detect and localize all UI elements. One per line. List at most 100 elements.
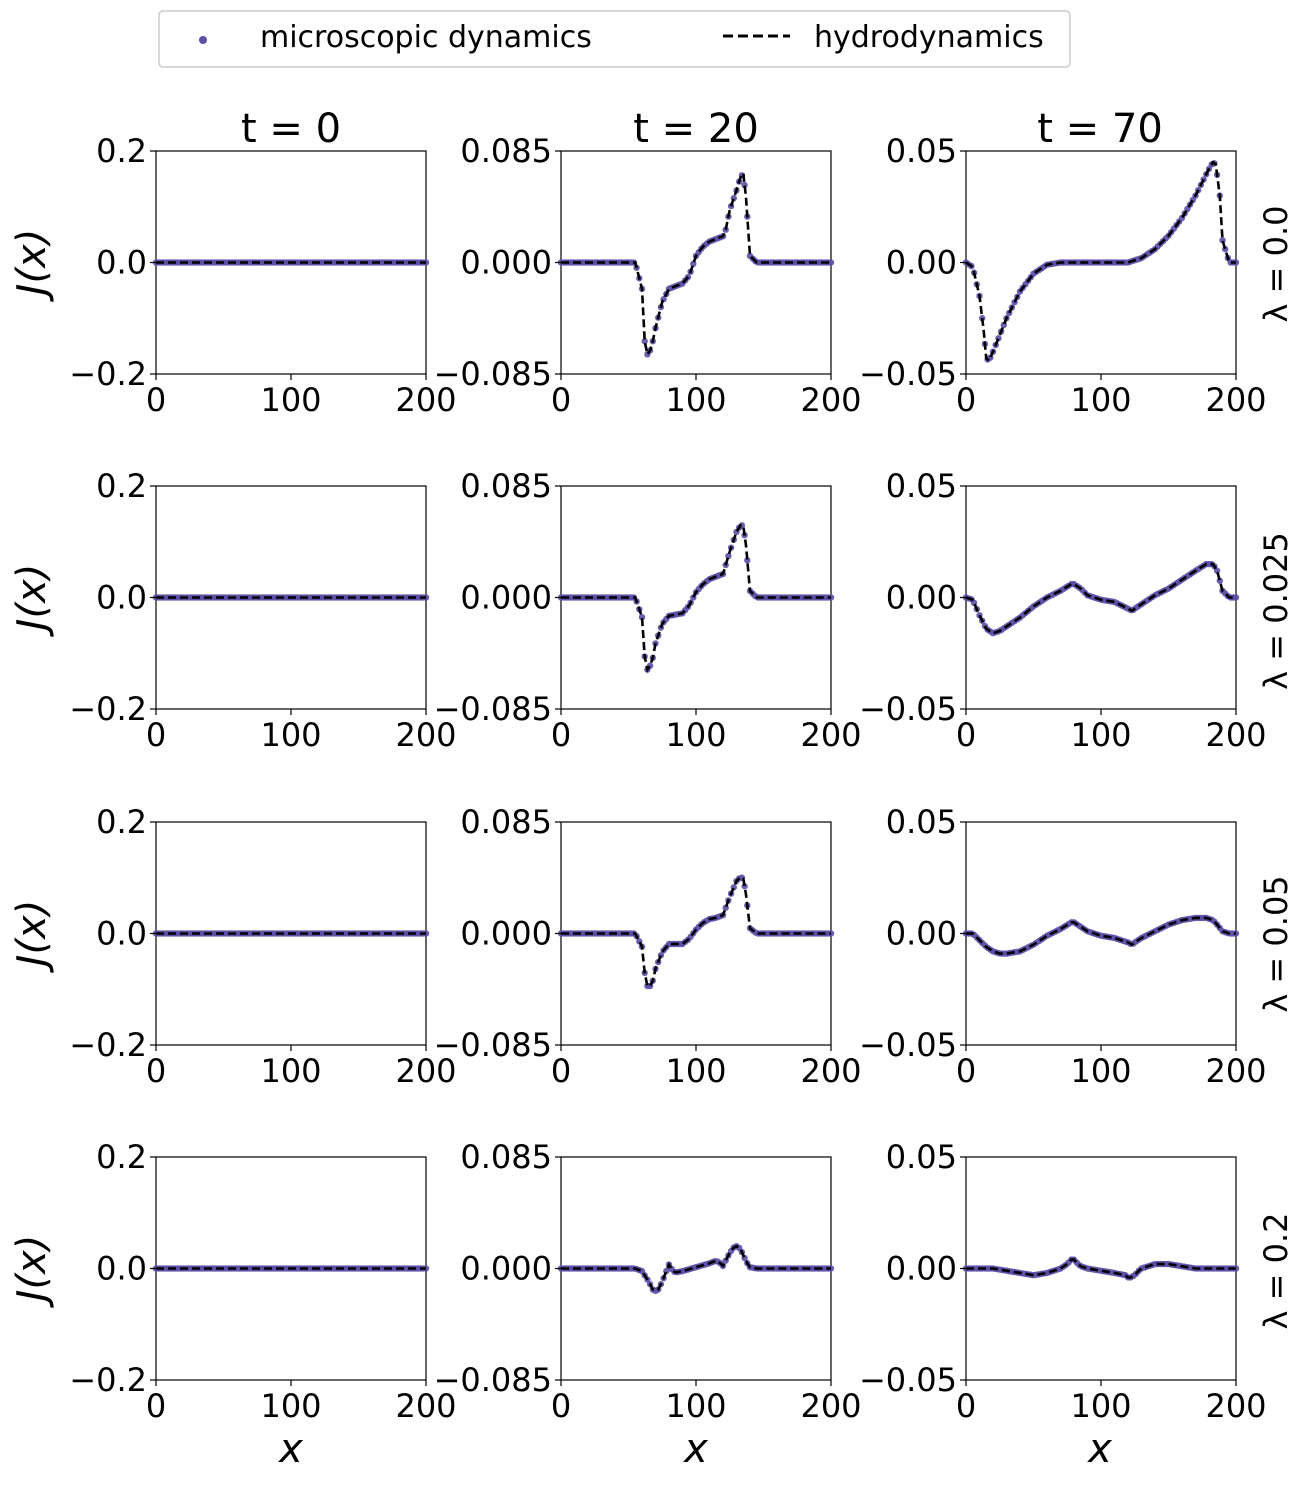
- y-tick-label: 0.000: [460, 1250, 552, 1288]
- y-tick-label: 0.0: [96, 1250, 147, 1288]
- x-tick-label: 0: [146, 381, 166, 419]
- y-tick-label: 0.085: [460, 1138, 552, 1176]
- y-tick-label: −0.2: [69, 355, 147, 393]
- x-tick-label: 0: [956, 1052, 976, 1090]
- panel-r4-c3: 0.05 0.00 −0.050 100 200: [859, 1138, 1267, 1425]
- y-tick-label: 0.05: [886, 803, 957, 841]
- row-label-lambda-4: λ = 0.2: [1257, 1213, 1295, 1330]
- y-tick-label: −0.05: [859, 355, 957, 393]
- x-tick-label: 100: [260, 381, 321, 419]
- x-tick-label: 0: [551, 1052, 571, 1090]
- y-tick-label: −0.2: [69, 1026, 147, 1064]
- y-tick-label: 0.05: [886, 1138, 957, 1176]
- panel-r3-c1: 0.2 0.0 −0.20 100 200: [69, 803, 456, 1090]
- data-point: [741, 883, 748, 890]
- x-tick-label: 200: [800, 1052, 861, 1090]
- y-axis-label-row-2: J(x): [9, 564, 55, 638]
- y-axis-label-row-3: J(x): [9, 900, 55, 974]
- x-tick-label: 100: [665, 1052, 726, 1090]
- legend-marker-microscopic: [199, 36, 207, 44]
- x-tick-label: 0: [551, 716, 571, 754]
- x-tick-label: 200: [800, 381, 861, 419]
- y-tick-label: 0.00: [886, 579, 957, 617]
- x-tick-label: 100: [1070, 716, 1131, 754]
- y-axis-label-row-1: J(x): [9, 229, 55, 303]
- panel-r2-c1: 0.2 0.0 −0.20 100 200: [69, 467, 456, 754]
- x-tick-label: 100: [665, 716, 726, 754]
- x-tick-label: 100: [1070, 381, 1131, 419]
- x-tick-label: 100: [1070, 1052, 1131, 1090]
- x-axis-labels: x x x: [277, 1426, 1112, 1472]
- x-tick-label: 100: [260, 716, 321, 754]
- y-tick-label: 0.000: [460, 244, 552, 282]
- y-tick-label: 0.085: [460, 803, 552, 841]
- x-tick-label: 200: [1205, 1387, 1266, 1425]
- legend: microscopic dynamics hydrodynamics: [158, 10, 1071, 68]
- y-tick-label: 0.085: [460, 467, 552, 505]
- x-tick-label: 0: [956, 381, 976, 419]
- y-tick-label: 0.2: [96, 132, 147, 170]
- y-tick-label: 0.2: [96, 803, 147, 841]
- y-tick-label: −0.085: [434, 690, 552, 728]
- data-point: [641, 338, 648, 345]
- x-tick-label: 0: [956, 716, 976, 754]
- data-point: [638, 613, 646, 621]
- column-title-t0: t = 0: [241, 106, 341, 152]
- x-tick-label: 0: [551, 1387, 571, 1425]
- x-axis-label-col-1: x: [277, 1426, 303, 1472]
- x-tick-label: 100: [665, 381, 726, 419]
- x-tick-label: 0: [146, 1052, 166, 1090]
- hydro-line: [966, 1258, 1236, 1279]
- column-title-t20: t = 20: [633, 106, 759, 152]
- y-tick-label: −0.2: [69, 1361, 147, 1399]
- legend-label-microscopic: microscopic dynamics: [260, 20, 592, 55]
- x-tick-label: 200: [1205, 1052, 1266, 1090]
- x-tick-label: 200: [395, 381, 456, 419]
- hydro-line: [561, 1244, 831, 1293]
- hydro-line: [965, 562, 1236, 635]
- y-tick-label: 0.2: [96, 1138, 147, 1176]
- x-tick-label: 0: [956, 1387, 976, 1425]
- y-tick-label: 0.2: [96, 467, 147, 505]
- x-tick-label: 0: [551, 381, 571, 419]
- row-labels: λ = 0.0 λ = 0.025 λ = 0.05 λ = 0.2: [1257, 206, 1295, 1330]
- x-tick-label: 100: [1070, 1387, 1131, 1425]
- column-title-t70: t = 70: [1037, 106, 1163, 152]
- hydro-line: [561, 524, 831, 673]
- y-axis-labels: J(x) J(x) J(x) J(x): [9, 229, 55, 1309]
- row-label-lambda-2: λ = 0.025: [1257, 532, 1295, 690]
- data-point: [1232, 594, 1240, 601]
- y-tick-label: −0.2: [69, 690, 147, 728]
- y-tick-label: 0.000: [460, 915, 552, 953]
- x-axis-label-col-3: x: [1086, 1426, 1112, 1472]
- y-tick-label: −0.085: [434, 1026, 552, 1064]
- hydro-line: [966, 916, 1236, 955]
- x-tick-label: 200: [1205, 716, 1266, 754]
- y-tick-label: 0.00: [886, 915, 957, 953]
- x-tick-label: 0: [146, 716, 166, 754]
- y-axis-label-row-4: J(x): [9, 1235, 55, 1309]
- y-tick-label: 0.0: [96, 915, 147, 953]
- panel-r2-c3: 0.05 0.00 −0.050 100 200: [859, 467, 1267, 754]
- y-tick-label: −0.085: [434, 355, 552, 393]
- y-tick-label: −0.05: [859, 690, 957, 728]
- y-tick-label: −0.085: [434, 1361, 552, 1399]
- y-tick-label: 0.0: [96, 244, 147, 282]
- y-tick-label: 0.05: [886, 467, 957, 505]
- x-tick-label: 0: [146, 1387, 166, 1425]
- legend-box: [158, 10, 1071, 68]
- x-tick-label: 200: [1205, 381, 1266, 419]
- y-tick-label: 0.00: [886, 1250, 957, 1288]
- panel-r3-c3: 0.05 0.00 −0.050 100 200: [859, 803, 1267, 1090]
- column-titles: t = 0 t = 20 t = 70: [241, 106, 1163, 152]
- hydro-line: [561, 169, 831, 358]
- y-tick-label: 0.000: [460, 579, 552, 617]
- hydro-line: [561, 875, 831, 988]
- x-tick-label: 200: [395, 1387, 456, 1425]
- y-tick-label: 0.085: [460, 132, 552, 170]
